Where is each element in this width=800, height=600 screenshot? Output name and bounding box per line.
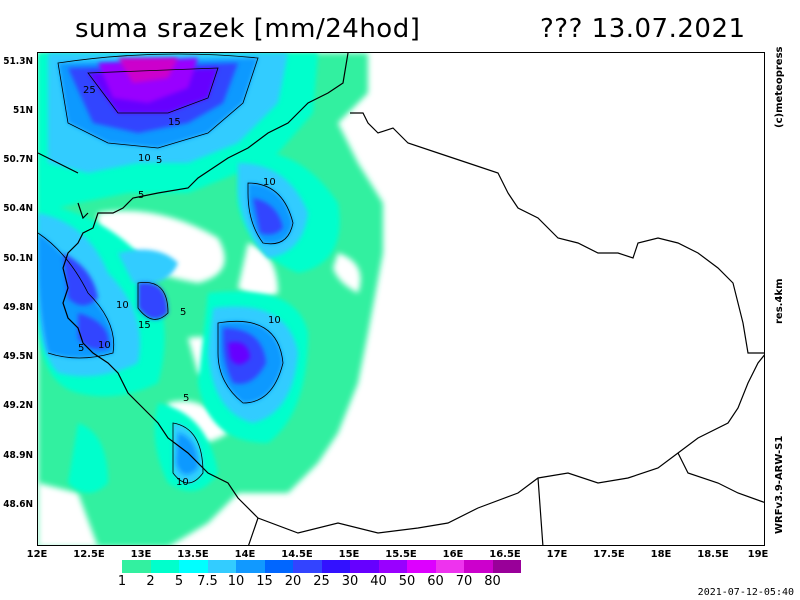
legend-label: 40: [370, 574, 387, 589]
lat-label-50-7: 50.7N: [3, 154, 33, 165]
model-label: WRFv3.9-ARW-S1: [774, 435, 785, 534]
run-timestamp: 2021-07-12-05:40: [697, 587, 794, 598]
legend-label: 10: [227, 574, 245, 589]
legend-swatch: [321, 560, 350, 573]
legend-swatch: [207, 560, 236, 573]
color-legend: [122, 560, 521, 573]
lon-label-19: 19E: [747, 549, 769, 560]
contour-label: 15: [138, 320, 151, 331]
contour-label: 10: [138, 153, 151, 164]
contour-label: 10: [98, 340, 111, 351]
legend-swatch: [464, 560, 493, 573]
lat-label-51: 51N: [12, 105, 33, 116]
lat-label-49-2: 49.2N: [3, 400, 33, 411]
lon-label-14: 14E: [234, 549, 256, 560]
legend-label: 60: [427, 574, 444, 589]
contour-lines: [38, 53, 294, 484]
legend-label: 30: [341, 574, 359, 589]
contour-label: 5: [156, 155, 162, 166]
lon-label-12-5: 12.5E: [73, 549, 105, 560]
country-border-west: [38, 152, 89, 220]
contour-label: 10: [268, 315, 281, 326]
contour-label: 5: [138, 190, 144, 201]
lat-label-49-8: 49.8N: [3, 302, 33, 313]
lat-label-49-5: 49.5N: [3, 351, 33, 362]
legend-label: 50: [398, 574, 416, 589]
legend-label: 20: [284, 574, 302, 589]
legend-label: 1: [117, 574, 127, 589]
forecast-date: ??? 13.07.2021: [540, 14, 746, 44]
legend-swatch: [350, 560, 379, 573]
legend-swatch: [435, 560, 464, 573]
legend-swatch: [492, 560, 521, 573]
legend-swatch: [150, 560, 179, 573]
lon-label-18: 18E: [650, 549, 672, 560]
lon-label-12: 12E: [26, 549, 48, 560]
country-border-south: [248, 452, 764, 545]
legend-label: 15: [256, 574, 273, 589]
lon-label-15-5: 15.5E: [385, 549, 417, 560]
contour-label: 10: [176, 477, 189, 488]
lon-label-14-5: 14.5E: [281, 549, 313, 560]
legend-label: 80: [484, 574, 501, 589]
lon-label-13-5: 13.5E: [177, 549, 209, 560]
lat-label-51-3: 51.3N: [3, 56, 33, 67]
lat-label-50-4: 50.4N: [3, 203, 33, 214]
lon-label-17: 17E: [546, 549, 568, 560]
country-border: [62, 53, 764, 534]
contour-label: 10: [263, 177, 276, 188]
map-canvas: 25 15 10 5 5 10 10 10 5 15 5 10 5 10: [38, 53, 764, 545]
legend-swatch: [407, 560, 436, 573]
legend-swatch: [293, 560, 322, 573]
legend-swatch: [236, 560, 265, 573]
lat-label-48-6: 48.6N: [3, 499, 33, 510]
contour-label: 5: [180, 307, 186, 318]
contour-label: 5: [183, 393, 189, 404]
legend-label: 5: [174, 574, 184, 589]
map-title: suma srazek [mm/24hod]: [75, 14, 421, 44]
lon-label-17-5: 17.5E: [593, 549, 625, 560]
lat-label-50-1: 50.1N: [3, 253, 33, 264]
contour-label: 10: [116, 300, 129, 311]
lat-label-48-9: 48.9N: [3, 450, 33, 461]
precipitation-map: 25 15 10 5 5 10 10 10 5 15 5 10 5 10: [37, 52, 765, 546]
contour-label: 15: [168, 117, 181, 128]
lon-label-13: 13E: [130, 549, 152, 560]
legend-label: 25: [313, 574, 330, 589]
legend-swatch: [122, 560, 151, 573]
lon-label-16: 16E: [442, 549, 464, 560]
lon-label-16-5: 16.5E: [489, 549, 521, 560]
resolution-label: res.4km: [774, 278, 785, 325]
legend-swatch: [378, 560, 407, 573]
contour-label: 25: [83, 85, 96, 96]
copyright-label: (c)meteopress: [774, 46, 785, 128]
legend-label: 7.5: [197, 574, 218, 589]
legend-swatch: [264, 560, 293, 573]
legend-label: 70: [455, 574, 473, 589]
legend-swatch: [179, 560, 208, 573]
legend-label: 2: [146, 574, 155, 589]
lon-label-15: 15E: [338, 549, 360, 560]
lon-label-18-5: 18.5E: [697, 549, 729, 560]
contour-label: 5: [78, 343, 84, 354]
